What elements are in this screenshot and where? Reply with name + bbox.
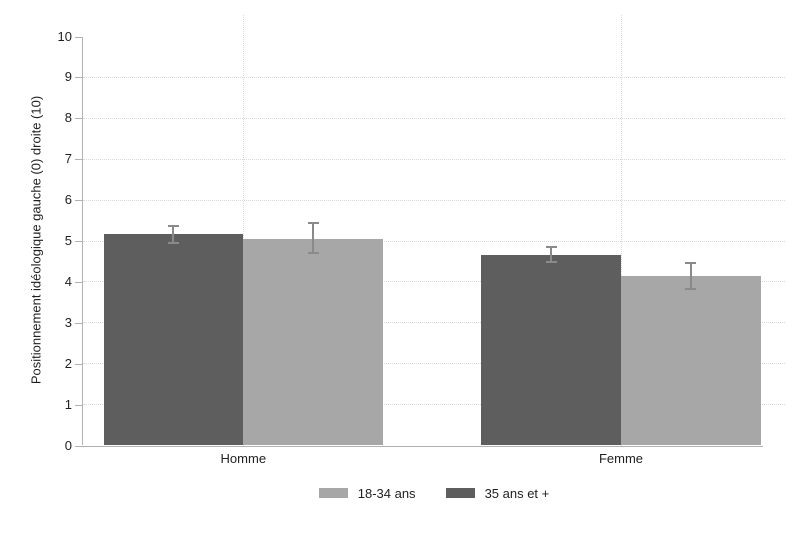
y-tick-label-0: 0 <box>64 437 72 453</box>
y-tick-label-7: 7 <box>64 151 72 167</box>
legend-label-18-34-ans: 18-34 ans <box>357 485 416 501</box>
y-tick-label-5: 5 <box>64 233 72 249</box>
error-bar-homme-35-ans-et-+ <box>172 226 175 244</box>
error-bar-homme-18-34-ans <box>312 222 315 254</box>
legend-label-35-ans-et-plus: 35 ans et + <box>484 485 550 501</box>
y-tick-2 <box>75 363 82 365</box>
gridline-y-7 <box>83 158 785 160</box>
y-tick-9 <box>75 77 82 79</box>
legend: 18-34 ans 35 ans et + <box>83 484 785 502</box>
y-tick-10 <box>75 36 82 38</box>
error-cap-low <box>167 242 179 245</box>
x-category-label-homme: Homme <box>220 451 267 466</box>
y-tick-label-3: 3 <box>64 314 72 330</box>
gridline-y-5 <box>83 240 785 242</box>
y-tick-label-9: 9 <box>64 69 72 85</box>
error-cap-high <box>307 221 319 224</box>
gridline-y-2 <box>83 363 785 365</box>
y-axis-line <box>82 36 83 446</box>
legend-item-18-34-ans: 18-34 ans <box>318 485 416 501</box>
bar-homme-35-ans-et-+ <box>103 234 244 446</box>
x-axis-line <box>82 445 763 447</box>
error-cap-high <box>685 262 697 265</box>
gridline-y-4 <box>83 281 785 283</box>
bar-homme-18-34-ans <box>243 239 383 446</box>
gridline-x-femme <box>621 15 622 446</box>
error-cap-low <box>307 252 319 255</box>
gridline-y-1 <box>83 404 785 406</box>
y-tick-label-10: 10 <box>57 28 72 44</box>
error-cap-high <box>167 225 179 228</box>
y-tick-label-4: 4 <box>64 273 72 289</box>
x-category-label-femme: Femme <box>598 451 644 466</box>
gridline-y-3 <box>83 322 785 324</box>
gridline-y-8 <box>83 117 785 119</box>
y-tick-label-1: 1 <box>64 396 72 412</box>
y-tick-8 <box>75 118 82 120</box>
bar-femme-18-34-ans <box>621 275 761 446</box>
error-cap-low <box>545 261 557 264</box>
y-tick-5 <box>75 241 82 243</box>
error-bar-femme-18-34-ans <box>689 263 692 290</box>
error-cap-high <box>545 245 557 248</box>
y-tick-0 <box>75 445 82 447</box>
gridline-x-homme <box>243 15 245 446</box>
legend-swatch-35-ans-et-plus <box>445 488 475 498</box>
error-cap-low <box>685 288 697 291</box>
legend-swatch-18-34-ans <box>318 488 348 498</box>
gridline-y-6 <box>83 199 785 201</box>
y-tick-4 <box>75 281 82 283</box>
y-tick-3 <box>75 322 82 324</box>
y-tick-7 <box>75 159 82 161</box>
bar-femme-35-ans-et-+ <box>481 254 621 446</box>
y-tick-label-8: 8 <box>64 110 72 126</box>
legend-item-35-ans-et-plus: 35 ans et + <box>445 485 550 501</box>
gridline-y-9 <box>83 76 785 78</box>
y-tick-6 <box>75 200 82 202</box>
y-tick-label-2: 2 <box>64 355 72 371</box>
error-bar-femme-35-ans-et-+ <box>550 246 553 263</box>
y-tick-label-6: 6 <box>64 192 72 208</box>
y-axis-title: Positionnement idéologique gauche (0) dr… <box>28 95 44 385</box>
y-tick-1 <box>75 404 82 406</box>
